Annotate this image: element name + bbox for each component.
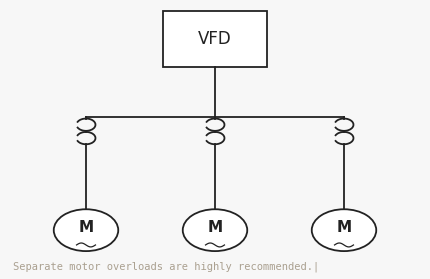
Text: M: M [336,220,352,235]
Text: M: M [207,220,223,235]
Text: M: M [78,220,94,235]
Circle shape [54,209,118,251]
FancyBboxPatch shape [163,11,267,67]
Circle shape [312,209,376,251]
Text: VFD: VFD [198,30,232,48]
Circle shape [183,209,247,251]
Text: Separate motor overloads are highly recommended.|: Separate motor overloads are highly reco… [13,261,319,272]
